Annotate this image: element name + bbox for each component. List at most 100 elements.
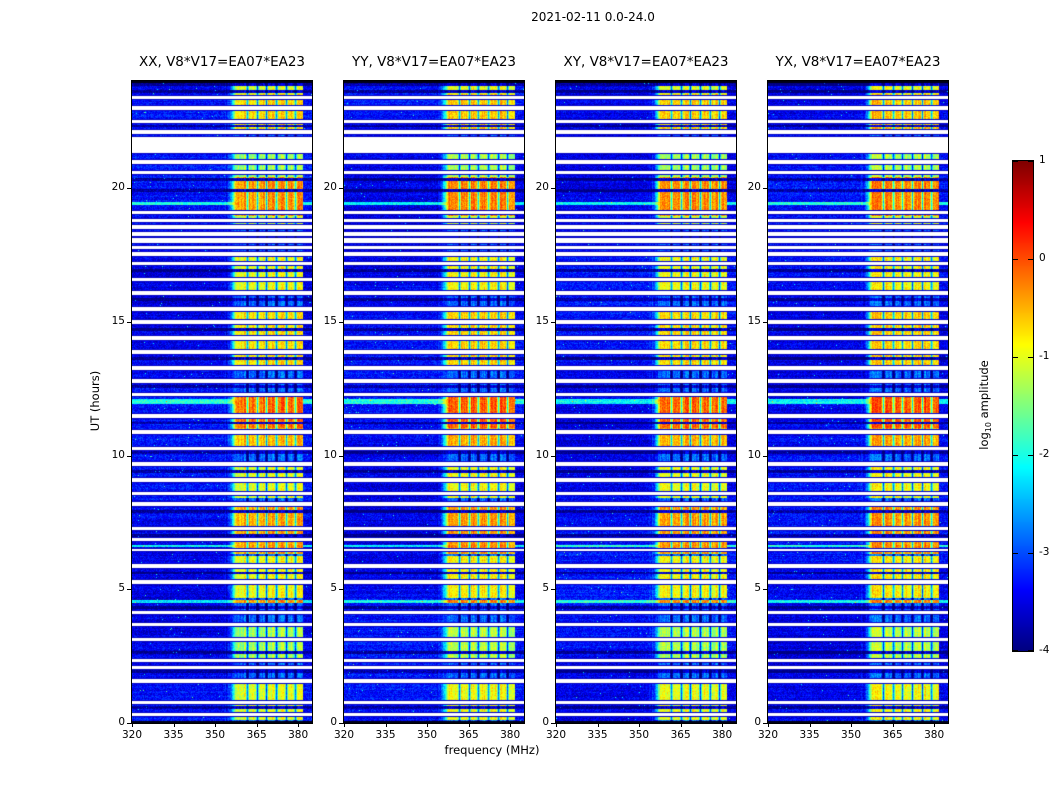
x-tickmark [510, 723, 512, 727]
x-tickmark [132, 723, 133, 727]
x-tick-label: 335 [163, 729, 184, 741]
y-tickmark [763, 188, 767, 189]
x-tick-label: 320 [757, 729, 779, 741]
y-tick-label: 5 [330, 582, 337, 595]
y-tickmark [763, 723, 767, 724]
x-tick-label: 380 [500, 729, 521, 741]
y-tick-label: 20 [747, 181, 761, 193]
colorbar-tickmark-right [1028, 650, 1033, 651]
spectrogram-canvas-yx [768, 81, 948, 723]
x-tick-label: 335 [375, 729, 396, 741]
x-tickmark [934, 723, 936, 727]
y-tick-label: 0 [754, 716, 761, 728]
x-tickmark [851, 723, 853, 727]
colorbar-label-subscript: 10 [984, 422, 994, 433]
colorbar-tickmark-right [1028, 357, 1033, 358]
y-tick-label: 15 [535, 314, 549, 327]
y-tick-label: 5 [542, 582, 549, 595]
colorbar-label-prefix: log [976, 432, 991, 450]
x-tick-label: 350 [629, 729, 650, 741]
y-tick-label: 0 [542, 716, 549, 728]
colorbar-tick-label: 0 [1039, 252, 1046, 264]
y-tickmark [551, 321, 555, 323]
x-tickmark [468, 723, 470, 727]
panel-yy: YY, V8*V17=EA07*EA23 320 335 350 365 380 0 5 10… [324, 54, 525, 741]
x-tick-label: 350 [417, 729, 438, 741]
x-tickmark [556, 723, 557, 727]
x-tickmark [385, 723, 387, 727]
y-tick-label: 15 [747, 314, 761, 327]
colorbar-tickmark-left [1013, 357, 1018, 358]
y-tick-label: 0 [330, 716, 337, 728]
y-tickmark [339, 589, 343, 591]
panel-title-xx: XX, V8*V17=EA07*EA23 [138, 54, 306, 70]
x-tickmark [597, 723, 599, 727]
y-tick-label: 5 [118, 582, 125, 595]
y-axis-label: UT (hours) [88, 370, 102, 432]
colorbar-tickmark-left [1013, 650, 1018, 651]
y-tickmark [551, 188, 555, 189]
x-tickmark [256, 723, 258, 727]
y-tick-label: 5 [754, 582, 761, 595]
x-tickmark [215, 723, 217, 727]
y-tickmark [763, 321, 767, 323]
colorbar-tickmark-right [1028, 161, 1033, 162]
y-tick-label: 20 [535, 181, 549, 193]
x-tickmark [427, 723, 429, 727]
y-tick-label: 10 [111, 448, 125, 461]
colorbar-tickmark-left [1013, 455, 1018, 456]
panel-xy: XY, V8*V17=EA07*EA23 320 335 350 365 380 0 5 10… [536, 54, 737, 741]
colorbar-tickmark-right [1028, 259, 1033, 260]
y-tick-label: 0 [118, 716, 125, 728]
y-tick-label: 10 [747, 448, 761, 461]
colorbar-tickmark-left [1013, 161, 1018, 162]
y-tickmark [551, 589, 555, 591]
x-tick-label: 335 [587, 729, 608, 741]
colorbar-tickmark-left [1013, 259, 1018, 260]
x-tick-label: 350 [205, 729, 226, 741]
y-tickmark [339, 455, 343, 457]
colorbar-tick-label: -2 [1039, 448, 1050, 460]
x-tickmark [722, 723, 724, 727]
y-tick-label: 10 [535, 448, 549, 461]
x-tick-label: 365 [882, 729, 903, 741]
x-tick-label: 320 [545, 729, 567, 741]
x-tick-label: 335 [799, 729, 820, 741]
x-tickmark [639, 723, 641, 727]
y-tickmark [763, 455, 767, 457]
x-tickmark [809, 723, 811, 727]
colorbar: 1 0 -1 -2 -3 -4 [1012, 154, 1049, 656]
y-tickmark [551, 455, 555, 457]
x-tickmark [892, 723, 894, 727]
x-tick-label: 365 [670, 729, 691, 741]
x-tick-label: 320 [121, 729, 143, 741]
colorbar-tickmark-right [1028, 455, 1033, 456]
y-tick-label: 15 [111, 314, 125, 327]
figure-title: 2021-02-11 0.0-24.0 [531, 10, 655, 24]
y-tick-label: 15 [323, 314, 337, 327]
panel-title-xy: XY, V8*V17=EA07*EA23 [563, 54, 729, 70]
spectrogram-canvas-yy [344, 81, 524, 723]
y-tick-label: 20 [111, 181, 125, 193]
x-tick-label: 380 [712, 729, 733, 741]
panel-title-yx: YX, V8*V17=EA07*EA23 [775, 54, 941, 70]
y-tickmark [127, 188, 131, 189]
colorbar-gradient [1013, 161, 1033, 651]
colorbar-tickmark-left [1013, 553, 1018, 554]
spectrogram-canvas-xx [132, 81, 312, 723]
y-tick-label: 10 [323, 448, 337, 461]
x-tickmark [298, 723, 300, 727]
panel-title-yy: YY, V8*V17=EA07*EA23 [351, 54, 517, 70]
x-tickmark [680, 723, 682, 727]
y-tickmark [551, 723, 555, 724]
colorbar-label: log10 amplitude [977, 360, 993, 450]
x-tickmark [768, 723, 769, 727]
colorbar-tick-label: -1 [1039, 350, 1050, 362]
y-tickmark [127, 455, 131, 457]
x-tick-label: 350 [841, 729, 862, 741]
x-tick-label: 365 [246, 729, 267, 741]
x-tick-label: 380 [924, 729, 945, 741]
y-tickmark [127, 723, 131, 724]
y-tickmark [127, 321, 131, 323]
y-tickmark [339, 723, 343, 724]
